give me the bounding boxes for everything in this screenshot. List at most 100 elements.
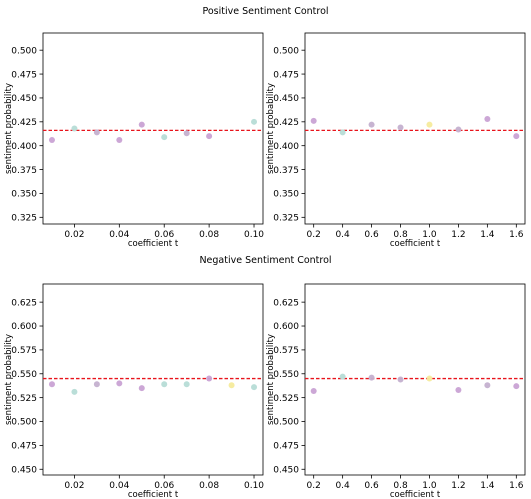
x-tick-label: 0.08 xyxy=(199,481,219,491)
data-point xyxy=(183,381,190,388)
x-tick-label: 1.2 xyxy=(451,230,465,240)
x-axis-label: coefficient t xyxy=(390,490,441,499)
data-point xyxy=(426,375,433,382)
data-point xyxy=(93,129,100,136)
x-tick-label: 0.6 xyxy=(364,230,379,240)
y-tick-label: 0.450 xyxy=(273,94,299,104)
y-tick-label: 0.350 xyxy=(11,190,37,200)
y-tick-label: 0.375 xyxy=(273,166,299,176)
x-axis-label: coefficient t xyxy=(390,239,441,249)
data-point xyxy=(48,381,55,388)
data-point xyxy=(368,121,375,128)
plot-frame xyxy=(42,32,264,225)
y-tick-label: 0.600 xyxy=(273,322,299,332)
data-point xyxy=(397,376,404,383)
data-point xyxy=(206,375,213,382)
data-point xyxy=(513,383,520,390)
x-tick-label: 0.04 xyxy=(109,481,129,491)
x-tick-label: 0.04 xyxy=(109,230,129,240)
y-tick-label: 0.625 xyxy=(273,298,299,308)
y-tick-label: 0.500 xyxy=(11,46,37,56)
y-tick-label: 0.325 xyxy=(11,214,37,224)
data-point xyxy=(116,136,123,143)
x-tick-label: 1.4 xyxy=(480,481,495,491)
y-tick-label: 0.400 xyxy=(273,142,299,152)
y-tick-label: 0.425 xyxy=(11,118,37,128)
y-tick-label: 0.450 xyxy=(11,465,37,475)
x-tick-label: 0.2 xyxy=(307,230,321,240)
y-tick-label: 0.475 xyxy=(273,70,299,80)
data-point xyxy=(71,125,78,132)
y-tick-label: 0.525 xyxy=(273,394,299,404)
data-point xyxy=(161,381,168,388)
data-point xyxy=(368,374,375,381)
data-point xyxy=(513,133,520,140)
positive-section-title: Positive Sentiment Control xyxy=(202,6,329,17)
plot-frame xyxy=(304,283,526,476)
x-tick-label: 0.4 xyxy=(335,230,350,240)
data-point xyxy=(397,124,404,131)
y-tick-label: 0.325 xyxy=(273,214,299,224)
data-point xyxy=(93,381,100,388)
x-tick-label: 1.2 xyxy=(451,481,465,491)
y-tick-label: 0.400 xyxy=(11,142,37,152)
y-tick-label: 0.500 xyxy=(273,418,299,428)
data-point xyxy=(138,121,145,128)
negative-section-title: Negative Sentiment Control xyxy=(199,255,332,266)
y-tick-label: 0.550 xyxy=(273,370,299,380)
x-tick-label: 0.8 xyxy=(393,230,408,240)
plot-frame xyxy=(42,283,264,476)
plot-frame xyxy=(304,32,526,225)
data-point xyxy=(48,136,55,143)
x-tick-label: 0.10 xyxy=(244,481,264,491)
y-tick-label: 0.475 xyxy=(11,70,37,80)
y-axis-label: sentiment probability xyxy=(4,83,14,174)
x-tick-label: 0.06 xyxy=(154,481,174,491)
data-point xyxy=(484,115,491,122)
x-tick-label: 0.08 xyxy=(199,230,219,240)
data-point xyxy=(116,380,123,387)
x-tick-label: 0.4 xyxy=(335,481,350,491)
x-tick-label: 0.02 xyxy=(64,481,84,491)
y-tick-label: 0.500 xyxy=(273,46,299,56)
x-tick-label: 1.6 xyxy=(509,230,524,240)
x-tick-label: 0.2 xyxy=(307,481,321,491)
x-tick-label: 1.0 xyxy=(422,481,437,491)
y-tick-label: 0.450 xyxy=(11,94,37,104)
x-tick-label: 1.0 xyxy=(422,230,437,240)
y-axis-label: sentiment probability xyxy=(266,334,276,425)
x-axis-label: coefficient t xyxy=(128,239,179,249)
data-point xyxy=(228,382,235,389)
data-point xyxy=(251,118,258,125)
x-tick-label: 0.6 xyxy=(364,481,379,491)
data-point xyxy=(339,373,346,380)
x-tick-label: 0.8 xyxy=(393,481,408,491)
data-point xyxy=(161,134,168,141)
x-tick-label: 1.6 xyxy=(509,481,524,491)
y-tick-label: 0.550 xyxy=(11,370,37,380)
y-tick-label: 0.450 xyxy=(273,465,299,475)
data-point xyxy=(310,387,317,394)
x-tick-label: 0.02 xyxy=(64,230,84,240)
data-point xyxy=(484,382,491,389)
data-point xyxy=(455,126,462,133)
y-axis-label: sentiment probability xyxy=(4,334,14,425)
y-tick-label: 0.525 xyxy=(11,394,37,404)
data-point xyxy=(339,129,346,136)
data-point xyxy=(138,385,145,392)
y-tick-label: 0.425 xyxy=(273,118,299,128)
y-tick-label: 0.575 xyxy=(11,346,37,356)
data-point xyxy=(310,117,317,124)
data-point xyxy=(426,121,433,128)
x-tick-label: 0.06 xyxy=(154,230,174,240)
y-tick-label: 0.600 xyxy=(11,322,37,332)
data-point xyxy=(251,384,258,391)
y-tick-label: 0.475 xyxy=(11,442,37,452)
x-tick-label: 0.10 xyxy=(244,230,264,240)
x-tick-label: 1.4 xyxy=(480,230,495,240)
data-point xyxy=(455,387,462,394)
